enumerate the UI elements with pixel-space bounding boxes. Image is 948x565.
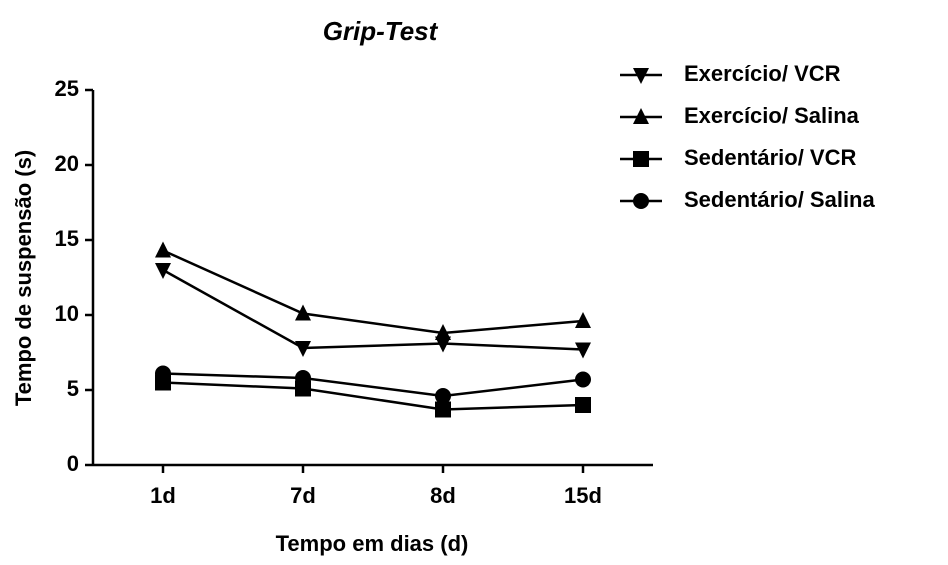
legend-marker	[633, 108, 649, 124]
marker	[155, 365, 171, 382]
legend-marker	[633, 151, 649, 167]
x-tick-label: 7d	[290, 483, 316, 508]
y-tick-label: 25	[55, 76, 79, 101]
marker	[575, 312, 591, 328]
legend-label: Sedentário/ VCR	[684, 145, 856, 170]
y-tick-label: 10	[55, 301, 79, 326]
y-tick-label: 0	[67, 451, 79, 476]
marker	[435, 336, 451, 353]
legend-label: Exercício/ Salina	[684, 103, 860, 128]
marker	[435, 388, 451, 404]
marker	[155, 241, 171, 258]
marker	[435, 401, 451, 418]
x-axis-label: Tempo em dias (d)	[276, 531, 469, 556]
x-tick-label: 1d	[150, 483, 176, 508]
marker	[435, 324, 451, 340]
y-tick-label: 5	[67, 376, 79, 401]
legend-label: Sedentário/ Salina	[684, 187, 875, 212]
marker	[295, 341, 311, 357]
series-line	[162, 268, 584, 351]
marker	[575, 342, 591, 359]
marker	[575, 397, 591, 413]
y-tick-label: 20	[55, 151, 79, 176]
chart-title: Grip-Test	[323, 16, 439, 46]
series-line	[162, 381, 584, 411]
marker	[295, 370, 311, 386]
marker	[155, 263, 171, 279]
legend-marker	[633, 68, 649, 84]
series-line	[162, 249, 584, 335]
legend-marker	[633, 193, 649, 209]
y-tick-label: 15	[55, 226, 79, 251]
x-tick-label: 15d	[564, 483, 602, 508]
x-tick-label: 8d	[430, 483, 456, 508]
y-axis-label: Tempo de suspensão (s)	[11, 150, 36, 406]
legend-label: Exercício/ VCR	[684, 61, 841, 86]
marker	[295, 304, 311, 321]
series-line	[162, 372, 584, 398]
marker	[575, 371, 591, 388]
